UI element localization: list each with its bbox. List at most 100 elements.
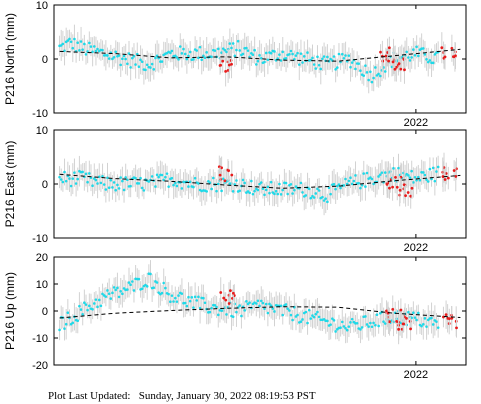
data-point-red	[410, 186, 414, 190]
data-point	[208, 181, 212, 185]
data-point	[157, 291, 161, 294]
trend-line	[59, 173, 461, 189]
data-point	[349, 176, 352, 180]
data-point	[154, 185, 157, 188]
data-point	[78, 49, 81, 52]
data-point	[284, 181, 288, 185]
x-tick-label: 2022	[404, 117, 428, 129]
data-point	[97, 175, 101, 179]
data-point	[170, 176, 174, 180]
data-point	[264, 302, 268, 306]
data-point	[370, 80, 374, 84]
y-axis-label: P216 North (mm)	[3, 13, 17, 105]
data-point	[317, 189, 321, 192]
data-point	[268, 302, 271, 306]
data-point	[369, 70, 372, 74]
data-point	[233, 183, 237, 186]
data-point	[121, 292, 124, 296]
data-point	[279, 59, 283, 62]
y-tick-label: 20	[36, 252, 48, 264]
data-point	[421, 47, 425, 50]
data-point-red	[231, 291, 235, 295]
data-point	[132, 289, 136, 292]
data-point-red	[446, 176, 450, 180]
data-point	[276, 57, 280, 60]
data-point	[64, 179, 68, 183]
data-point	[140, 186, 144, 190]
data-point	[102, 183, 106, 186]
data-point	[129, 184, 132, 188]
data-point	[339, 186, 342, 190]
data-point	[312, 315, 316, 319]
data-point-red	[219, 63, 223, 67]
data-point	[74, 182, 78, 185]
data-point	[362, 172, 366, 175]
data-point	[397, 166, 400, 170]
data-point	[139, 176, 142, 180]
data-point	[79, 40, 83, 43]
data-point-red	[443, 55, 447, 59]
data-point	[106, 289, 109, 292]
data-point	[145, 63, 149, 67]
data-point	[183, 301, 187, 305]
data-point	[169, 51, 172, 55]
data-point	[317, 315, 321, 319]
data-point	[278, 53, 281, 56]
data-point	[289, 49, 293, 53]
data-point-red	[388, 320, 391, 324]
data-point	[415, 45, 418, 49]
data-point	[299, 181, 303, 185]
data-point	[357, 62, 361, 65]
data-point	[250, 179, 253, 183]
data-point-red	[227, 63, 231, 67]
data-point	[352, 179, 356, 183]
data-point	[117, 187, 121, 190]
data-point	[94, 178, 98, 182]
data-point-red	[220, 166, 224, 170]
data-point	[304, 194, 308, 197]
data-point	[202, 54, 205, 58]
data-point-red	[403, 68, 406, 72]
data-point	[183, 52, 187, 56]
data-point	[263, 307, 266, 310]
data-point	[340, 52, 344, 56]
last-updated-timestamp: Sunday, January 30, 2022 08:19:53 PST	[138, 390, 316, 402]
data-point	[126, 178, 129, 182]
data-point	[423, 53, 427, 56]
data-point	[269, 180, 273, 184]
data-point	[175, 56, 179, 59]
data-point	[170, 49, 174, 53]
data-point	[58, 175, 61, 179]
data-point-red	[394, 65, 398, 69]
data-point	[436, 326, 440, 329]
data-point	[238, 189, 242, 193]
data-point	[370, 177, 374, 181]
data-point	[223, 48, 227, 52]
data-point	[354, 174, 357, 177]
data-point	[145, 285, 149, 288]
data-point	[370, 325, 374, 329]
data-point	[367, 325, 371, 328]
data-point	[316, 310, 319, 314]
data-point	[359, 69, 362, 72]
data-point	[173, 181, 177, 185]
data-point	[210, 187, 213, 191]
data-point	[63, 170, 66, 174]
data-point	[152, 68, 156, 71]
data-point	[334, 330, 337, 333]
data-point	[71, 46, 75, 50]
data-point	[117, 54, 121, 57]
data-point	[215, 305, 218, 309]
data-point-red	[454, 175, 458, 178]
data-point	[116, 286, 119, 290]
data-point	[112, 181, 116, 184]
data-point	[160, 291, 164, 295]
data-point	[344, 177, 347, 181]
data-point	[132, 54, 136, 58]
data-point-red	[219, 291, 223, 294]
data-point	[73, 37, 76, 41]
data-point	[418, 178, 422, 182]
data-point	[195, 299, 199, 302]
y-tick-label: 10	[36, 125, 48, 137]
data-point	[326, 200, 329, 204]
